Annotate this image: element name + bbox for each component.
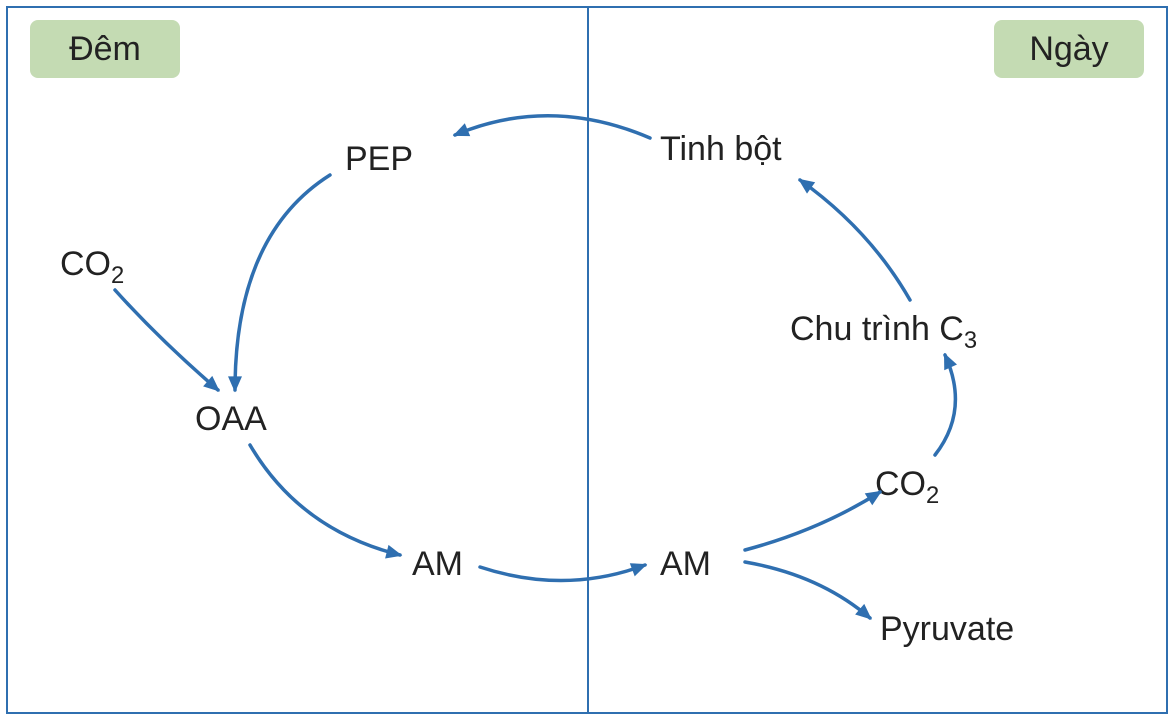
node-co2-right: CO2 xyxy=(875,465,939,504)
node-starch: Tinh bột xyxy=(660,130,782,169)
badge-night: Đêm xyxy=(30,20,180,78)
node-pep: PEP xyxy=(345,140,413,179)
badge-day-label: Ngày xyxy=(1029,30,1108,69)
node-am-left: AM xyxy=(412,545,463,584)
badge-day: Ngày xyxy=(994,20,1144,78)
vertical-divider xyxy=(587,6,589,714)
node-oaa: OAA xyxy=(195,400,267,439)
node-co2-left: CO2 xyxy=(60,245,124,284)
node-c3-cycle: Chu trình C3 xyxy=(790,310,977,349)
node-am-right: AM xyxy=(660,545,711,584)
diagram-canvas: Đêm Ngày PEP CO2 OAA AM AM CO2 Pyruvate … xyxy=(0,0,1174,720)
node-pyruvate: Pyruvate xyxy=(880,610,1014,649)
badge-night-label: Đêm xyxy=(69,30,141,69)
